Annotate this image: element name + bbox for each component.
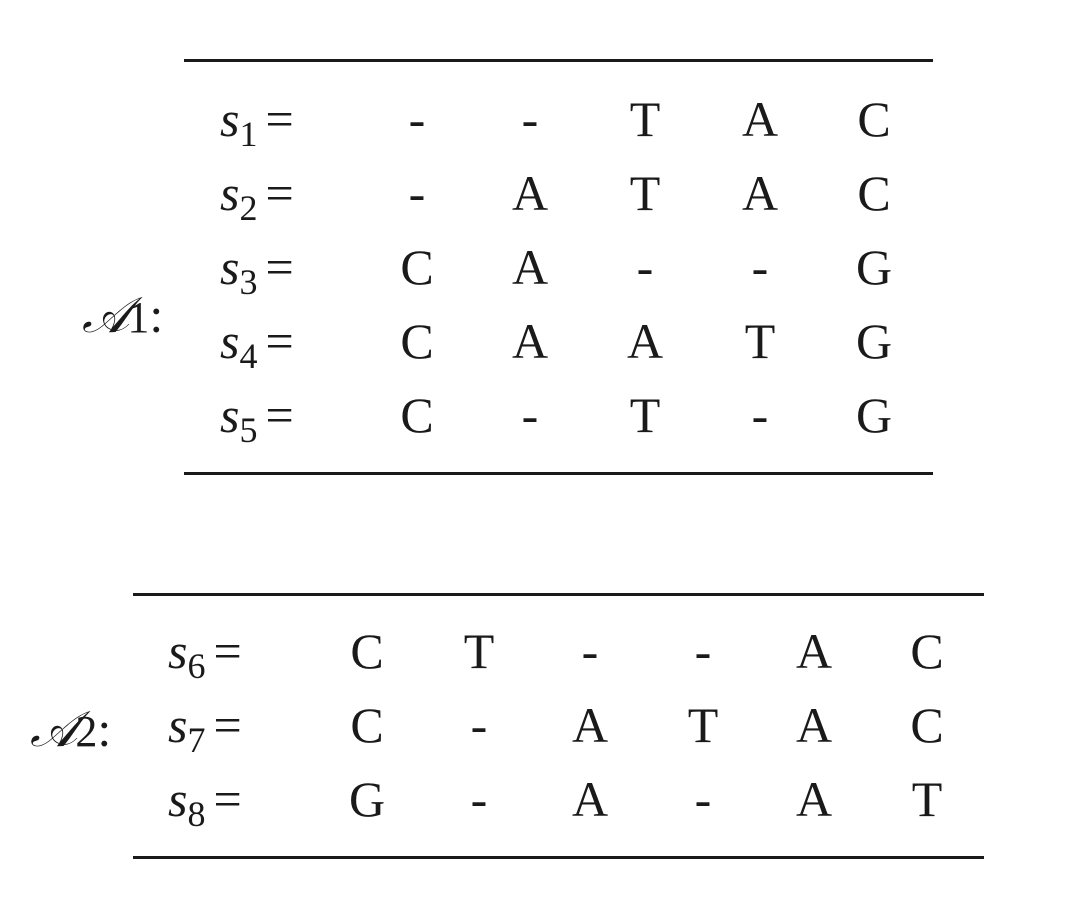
alignment-cell: C — [350, 623, 384, 679]
equals-sign: = — [213, 697, 242, 753]
alignment-cell: G — [855, 387, 893, 443]
alignment-cell: T — [911, 771, 943, 827]
sequence-subscript: 1 — [239, 114, 258, 154]
equals-sign: = — [213, 771, 242, 827]
alignment-2-row: s6 = C T - - A C — [168, 614, 968, 688]
alignment-cell: - — [751, 239, 769, 295]
alignment-cell: T — [687, 697, 719, 753]
alignment-2-label-colon: : — [97, 701, 112, 757]
sequence-name: s3 = — [220, 230, 294, 304]
sequence-name: s5 = — [220, 378, 294, 452]
alignment-cell: T — [629, 91, 661, 147]
sequence-var: s — [220, 387, 240, 443]
sequence-subscript: 7 — [187, 720, 206, 760]
sequence-name: s7 = — [168, 688, 242, 762]
alignment-cell: A — [571, 697, 609, 753]
alignment-2-row: s8 = G - A - A T — [168, 762, 968, 836]
alignment-2-top-rule — [133, 593, 984, 596]
alignment-cell: T — [629, 165, 661, 221]
alignment-cell: A — [571, 771, 609, 827]
alignment-cell: T — [463, 623, 495, 679]
alignment-cell: A — [795, 697, 833, 753]
alignment-2-label-sub: 2 — [75, 707, 98, 756]
alignment-cell: C — [400, 387, 434, 443]
equals-sign: = — [265, 91, 294, 147]
equals-sign: = — [265, 239, 294, 295]
alignment-cell: - — [636, 239, 654, 295]
alignment-cell: A — [626, 313, 664, 369]
alignment-cell: A — [741, 91, 779, 147]
sequence-subscript: 8 — [187, 794, 206, 834]
sequence-var: s — [220, 91, 240, 147]
alignment-cell: G — [855, 239, 893, 295]
alignment-1-row: s2 = - A T A C — [220, 156, 940, 230]
alignment-1-row: s5 = C - T - G — [220, 378, 940, 452]
alignment-2-bottom-rule — [133, 856, 984, 859]
sequence-var: s — [168, 623, 188, 679]
alignment-1-bottom-rule — [184, 472, 933, 475]
alignment-1-label-sub: 1 — [127, 293, 150, 342]
sequence-var: s — [168, 771, 188, 827]
alignment-cell: T — [744, 313, 776, 369]
sequence-var: s — [220, 313, 240, 369]
sequence-name: s8 = — [168, 762, 242, 836]
sequence-subscript: 4 — [239, 336, 258, 376]
alignment-cell: C — [910, 623, 944, 679]
equals-sign: = — [213, 623, 242, 679]
alignment-1-row: s1 = - - T A C — [220, 82, 940, 156]
alignment-1-label-colon: : — [149, 287, 164, 343]
alignment-cell: A — [511, 165, 549, 221]
alignment-1-row: s3 = C A - - G — [220, 230, 940, 304]
alignment-cell: - — [694, 771, 712, 827]
alignment-2-label: 𝒜2: — [30, 704, 111, 754]
alignment-cell: - — [694, 623, 712, 679]
alignment-1-label: 𝒜1: — [82, 290, 163, 340]
alignment-1-label-symbol: 𝒜 — [82, 286, 129, 344]
equals-sign: = — [265, 165, 294, 221]
sequence-var: s — [220, 165, 240, 221]
alignment-cell: A — [741, 165, 779, 221]
sequence-name: s4 = — [220, 304, 294, 378]
alignment-cell: G — [348, 771, 386, 827]
alignment-cell: - — [521, 387, 539, 443]
sequence-subscript: 5 — [239, 410, 258, 450]
sequence-subscript: 2 — [239, 188, 258, 228]
sequence-subscript: 3 — [239, 262, 258, 302]
alignment-cell: - — [521, 91, 539, 147]
alignment-cell: A — [795, 623, 833, 679]
alignment-1-row: s4 = C A A T G — [220, 304, 940, 378]
sequence-name: s6 = — [168, 614, 242, 688]
alignment-cell: C — [857, 165, 891, 221]
alignment-cell: A — [511, 239, 549, 295]
sequence-name: s2 = — [220, 156, 294, 230]
alignment-cell: C — [350, 697, 384, 753]
alignment-cell: - — [408, 165, 426, 221]
equals-sign: = — [265, 387, 294, 443]
alignment-cell: T — [629, 387, 661, 443]
alignment-2-row: s7 = C - A T A C — [168, 688, 968, 762]
alignment-2-label-symbol: 𝒜 — [30, 700, 77, 758]
sequence-name: s1 = — [220, 82, 294, 156]
alignment-cell: - — [751, 387, 769, 443]
alignment-cell: C — [910, 697, 944, 753]
sequence-subscript: 6 — [187, 646, 206, 686]
alignment-cell: A — [795, 771, 833, 827]
alignment-cell: - — [470, 771, 488, 827]
alignment-cell: C — [857, 91, 891, 147]
alignment-cell: A — [511, 313, 549, 369]
alignment-cell: - — [408, 91, 426, 147]
alignment-cell: C — [400, 239, 434, 295]
sequence-var: s — [168, 697, 188, 753]
alignment-1-top-rule — [184, 59, 933, 62]
alignment-cell: G — [855, 313, 893, 369]
equals-sign: = — [265, 313, 294, 369]
alignment-cell: C — [400, 313, 434, 369]
sequence-var: s — [220, 239, 240, 295]
alignment-cell: - — [470, 697, 488, 753]
alignment-cell: - — [581, 623, 599, 679]
